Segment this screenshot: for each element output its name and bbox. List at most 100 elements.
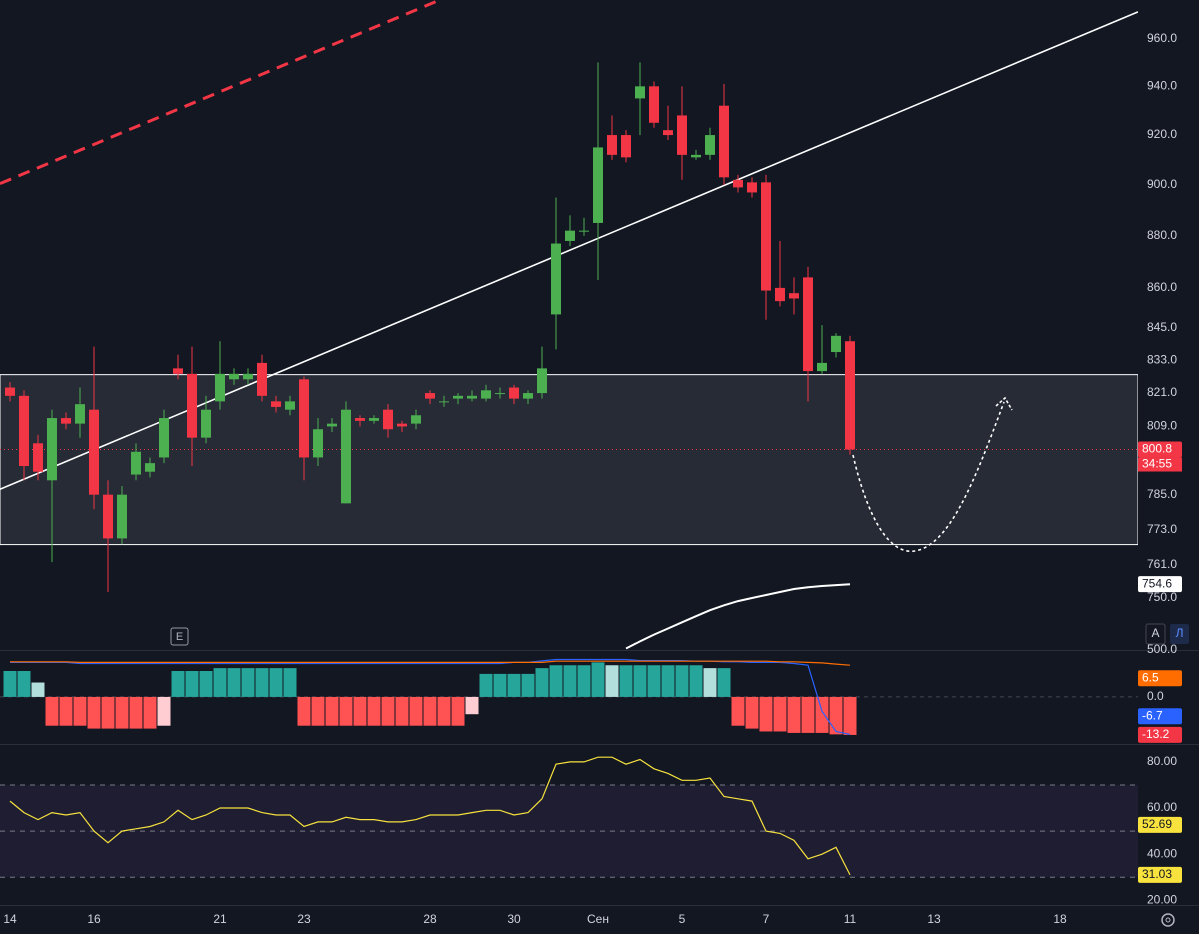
settings-icon[interactable]	[1161, 913, 1175, 927]
indicator-tag-box	[1138, 708, 1182, 725]
candle-body	[88, 409, 99, 495]
hist-bar	[773, 696, 787, 732]
gear[interactable]	[1161, 913, 1175, 927]
hist-bar	[633, 665, 647, 697]
y-tick-label: 900.0	[1147, 177, 1177, 191]
y-tick-label: 785.0	[1147, 487, 1177, 501]
hist-bar	[129, 696, 143, 729]
indicator-tag: -13.2	[1142, 727, 1170, 741]
price-pane	[0, 0, 1138, 650]
x-tick-label: Сен	[587, 912, 609, 926]
x-tick-label: 18	[1053, 912, 1067, 926]
hist-bar	[703, 668, 717, 697]
hist-bar	[17, 671, 31, 697]
hist-bar	[297, 696, 311, 726]
hist-bar	[619, 665, 633, 697]
hist-bar	[171, 671, 185, 697]
candle-body	[354, 418, 365, 421]
hist-bar	[451, 696, 465, 726]
candle-body	[663, 130, 674, 136]
indicator-line	[10, 660, 851, 666]
candle-body	[60, 418, 71, 424]
event-marker[interactable]: E	[170, 627, 189, 646]
candle-body	[537, 368, 548, 394]
axes: 960.0 940.0 920.0 900.0 880.0 860.0 845.0 833.0…	[3, 31, 1182, 926]
candle-body	[719, 105, 730, 178]
hist-bar	[143, 696, 157, 729]
candle-body	[733, 179, 744, 188]
candle-body	[340, 409, 351, 504]
event-box[interactable]	[170, 627, 189, 646]
candle-body	[270, 401, 281, 407]
auto-button[interactable]	[1145, 623, 1166, 645]
last-price-tag-box	[1138, 441, 1182, 458]
hist-bar	[311, 696, 325, 726]
hist-bar	[115, 696, 129, 729]
y-tick-label: 833.0	[1147, 352, 1177, 366]
hist-bar	[59, 696, 73, 726]
hist-bar	[227, 668, 241, 697]
candle-body	[579, 230, 590, 232]
y-tick-label: 821.0	[1147, 385, 1177, 399]
hist-bar	[507, 673, 521, 697]
y-tick-label: 860.0	[1147, 280, 1177, 294]
hist-bar	[591, 662, 605, 697]
indicator-tag: 6.5	[1142, 670, 1159, 684]
x-tick-label: 21	[213, 912, 227, 926]
candle-body	[747, 182, 758, 193]
hist-bar	[31, 682, 45, 697]
y-tick-label: 750.0	[1147, 590, 1177, 604]
hist-bar	[367, 696, 381, 726]
hist-bar	[255, 668, 269, 697]
hist-bar	[101, 696, 115, 729]
clipped-label: 500.0	[1147, 642, 1177, 656]
hist-bar	[213, 668, 227, 697]
indicator-tag: -6.7	[1142, 708, 1163, 722]
indicator-pane	[0, 658, 1138, 735]
hist-bar	[815, 696, 829, 733]
rsi-tag: 31.03	[1142, 867, 1172, 881]
candle-body	[256, 362, 267, 396]
log-button[interactable]	[1170, 624, 1189, 644]
hist-bar	[45, 696, 59, 726]
candle-body	[74, 404, 85, 424]
candle-body	[593, 147, 604, 223]
arrow-head	[995, 396, 1013, 411]
candle-body	[495, 393, 506, 395]
hist-bar	[535, 668, 549, 697]
log-button-label[interactable]: Л	[1176, 626, 1184, 640]
candle-body	[214, 373, 225, 402]
hist-bar	[185, 671, 199, 697]
rsi-band-fill	[0, 784, 1138, 878]
rsi-ma-tag-box	[1138, 816, 1182, 833]
hist-bar	[395, 696, 409, 726]
y-tick-label: 0.0	[1147, 689, 1164, 703]
gear-center[interactable]	[1165, 917, 1171, 923]
candle-body	[635, 86, 646, 99]
candle-body	[438, 401, 449, 403]
hist-bar	[675, 665, 689, 697]
candle-body	[817, 362, 828, 372]
ma-tag: 754.6	[1142, 576, 1172, 590]
hist-bar	[605, 665, 619, 697]
rsi-line	[9, 756, 851, 876]
candle-body	[200, 409, 211, 438]
x-tick-label: 11	[844, 912, 857, 926]
projection-path	[852, 401, 1005, 552]
hist-bar	[549, 665, 563, 697]
event-label[interactable]: E	[176, 631, 183, 643]
hist-bar	[241, 668, 255, 697]
candle-body	[144, 463, 155, 472]
ma-tag-box	[1138, 576, 1182, 593]
candle-body	[396, 423, 407, 427]
candle-body	[551, 243, 562, 315]
y-tick-label: 940.0	[1147, 79, 1177, 93]
moving-average	[625, 583, 851, 650]
y-tick-label: 920.0	[1147, 127, 1177, 141]
hist-bar	[745, 696, 759, 729]
auto-button-label[interactable]: A	[1151, 626, 1159, 640]
y-tick-label: 40.00	[1147, 846, 1177, 860]
candle-body	[18, 395, 29, 466]
candle-body	[298, 379, 309, 458]
hist-bar	[689, 665, 703, 697]
